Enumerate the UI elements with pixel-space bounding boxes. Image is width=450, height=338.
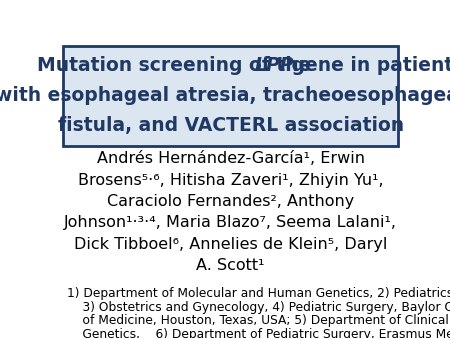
Text: with esophageal atresia, tracheoesophageal: with esophageal atresia, tracheoesophage… — [0, 87, 450, 105]
Text: Brosens⁵⋅⁶, Hitisha Zaveri¹, Zhiyin Yu¹,: Brosens⁵⋅⁶, Hitisha Zaveri¹, Zhiyin Yu¹, — [78, 172, 383, 188]
Text: 1) Department of Molecular and Human Genetics, 2) Pediatrics,: 1) Department of Molecular and Human Gen… — [67, 287, 450, 300]
Text: Mutation screening of the: Mutation screening of the — [37, 56, 318, 75]
Text: Genetics,    6) Department of Pediatric Surgery, Erasmus Medical: Genetics, 6) Department of Pediatric Sur… — [67, 328, 450, 338]
Text: of Medicine, Houston, Texas, USA; 5) Department of Clinical: of Medicine, Houston, Texas, USA; 5) Dep… — [67, 314, 449, 327]
Text: Dick Tibboel⁶, Annelies de Klein⁵, Daryl: Dick Tibboel⁶, Annelies de Klein⁵, Daryl — [74, 237, 387, 251]
Text: A. Scott¹: A. Scott¹ — [196, 258, 265, 273]
Text: Johnson¹⋅³⋅⁴, Maria Blazo⁷, Seema Lalani¹,: Johnson¹⋅³⋅⁴, Maria Blazo⁷, Seema Lalani… — [64, 215, 397, 230]
Text: LPP: LPP — [255, 56, 294, 75]
Text: Caraciolo Fernandes², Anthony: Caraciolo Fernandes², Anthony — [107, 194, 354, 209]
Text: Andrés Hernández-García¹, Erwin: Andrés Hernández-García¹, Erwin — [97, 151, 365, 166]
Text: fistula, and VACTERL association: fistula, and VACTERL association — [58, 116, 404, 135]
Text: gene in patients: gene in patients — [285, 56, 450, 75]
FancyBboxPatch shape — [63, 46, 398, 146]
Text: 3) Obstetrics and Gynecology, 4) Pediatric Surgery, Baylor College: 3) Obstetrics and Gynecology, 4) Pediatr… — [67, 300, 450, 314]
